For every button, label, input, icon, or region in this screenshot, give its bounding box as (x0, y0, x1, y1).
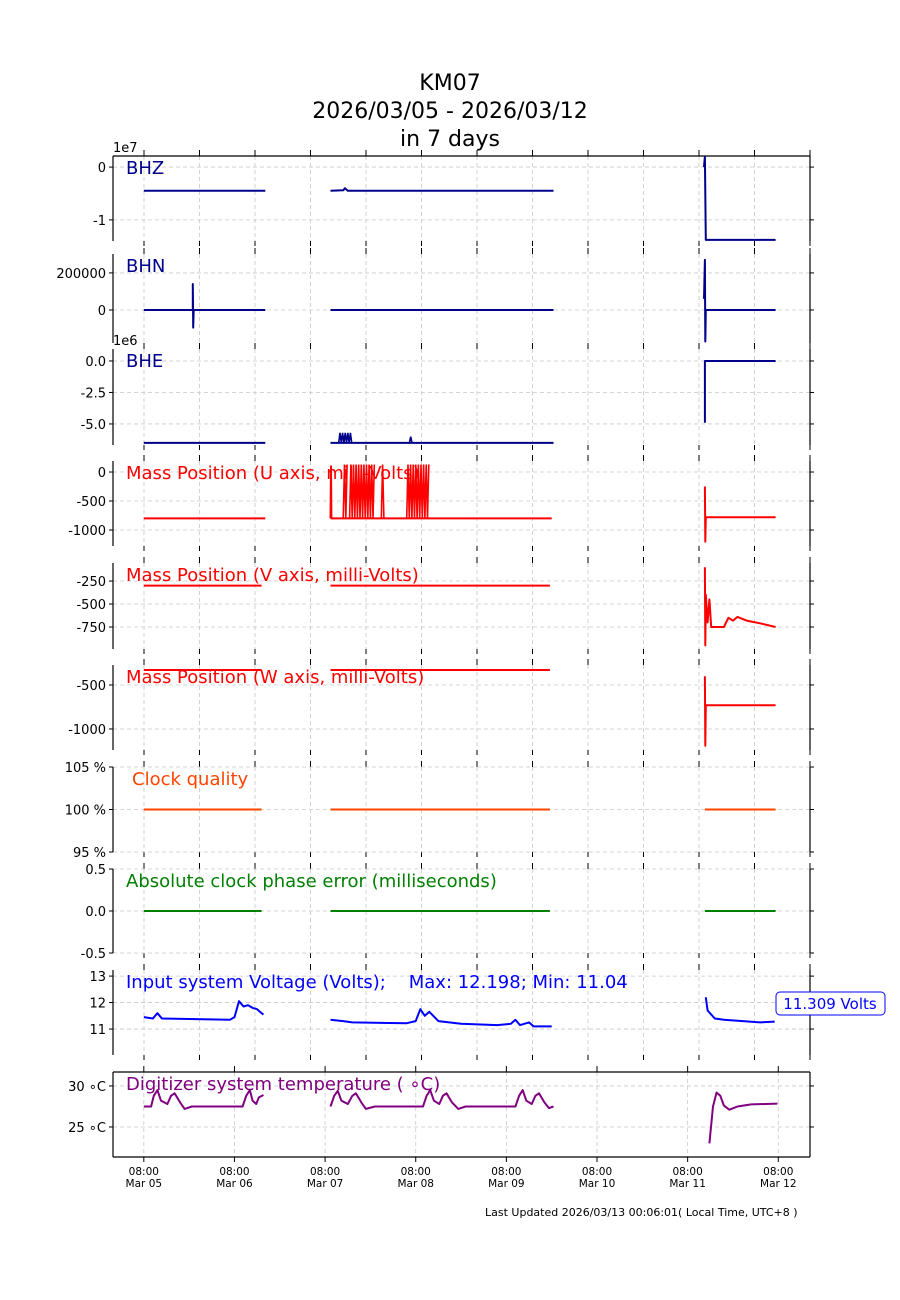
x-tick-label-time: 08:00 (582, 1166, 612, 1178)
x-tick-label-time: 08:00 (763, 1166, 793, 1178)
y-tick-label: 105 % (65, 761, 106, 776)
panel-label: Digitizer system temperature ( ∘C) (126, 1074, 440, 1095)
panel-label: Mass Position (V axis, milli-Volts) (126, 565, 419, 586)
y-tick-label: -250 (76, 575, 106, 590)
series-line-segment (703, 258, 776, 343)
series-burst (342, 464, 348, 519)
y-tick-label: -1000 (68, 524, 106, 539)
chart-title: KM07 2026/03/05 - 2026/03/12 in 7 days (0, 70, 900, 154)
y-tick-label: 0 (98, 304, 106, 319)
y-tick-label: 30 ∘C (68, 1080, 106, 1095)
y-tick-label: -0.5 (81, 947, 106, 962)
y-tick-label: 11 (89, 1023, 106, 1038)
series-line-segment (703, 486, 776, 543)
y-tick-label: -1 (93, 214, 106, 229)
panel-label: Mass Position (U axis, milli-Volts) (126, 463, 420, 484)
x-tick-label-date: Mar 08 (397, 1178, 434, 1190)
y-tick-label: 25 ∘C (68, 1121, 106, 1136)
panel-mass-5: -500 -1000 Mass Position (W axis, milli-Vo… (68, 659, 814, 755)
y-tick-label: 0 (98, 466, 106, 481)
panel-mass-3: 0 -500 -1000 Mass Position (U axis, milli-V… (68, 455, 814, 551)
series-line-segment (330, 187, 554, 192)
date-range: 2026/03/05 - 2026/03/12 (312, 99, 588, 124)
x-tick-label-time: 08:00 (673, 1166, 703, 1178)
x-tick-label-time: 08:00 (401, 1166, 431, 1178)
panel-label: Mass Position (W axis, milli-Volts) (126, 667, 424, 688)
x-tick-label-date: Mar 12 (760, 1178, 797, 1190)
panel-mass-4: -250 -500 -750 Mass Position (V axis, milli… (76, 557, 814, 654)
axis-offset-text: 1e6 (113, 334, 138, 349)
series-line-segment (704, 997, 775, 1024)
y-tick-label: 100 % (65, 804, 106, 819)
y-tick-label: 0.5 (85, 863, 106, 878)
x-tick-label-time: 08:00 (491, 1166, 521, 1178)
y-tick-label: 13 (89, 970, 106, 985)
y-tick-label: -500 (76, 598, 106, 613)
y-tick-label: -2.5 (81, 386, 106, 401)
x-tick-label-date: Mar 09 (488, 1178, 525, 1190)
panel-bhn-1: 200000 0 BHN (56, 248, 814, 348)
y-tick-label: 0 (98, 161, 106, 176)
y-tick-label: -1000 (68, 723, 106, 738)
panel-label: Clock quality (132, 769, 249, 790)
panel-label: BHN (126, 256, 165, 277)
annotation-box (775, 991, 886, 1016)
station-name: KM07 (419, 71, 481, 96)
panel-bhe-2: 0.0 -2.5 -5.0 1e6 BHE (81, 334, 814, 450)
y-tick-label: -5.0 (81, 418, 106, 433)
series-line-segment (143, 283, 266, 329)
x-tick-label-date: Mar 07 (307, 1178, 344, 1190)
x-tick-label-date: Mar 05 (126, 1178, 163, 1190)
series-burst (405, 464, 430, 519)
series-burst (337, 432, 353, 444)
y-tick-label: -500 (76, 495, 106, 510)
x-tick-label-date: Mar 11 (669, 1178, 706, 1190)
series-line-segment (703, 676, 776, 747)
x-tick-label-date: Mar 10 (579, 1178, 616, 1190)
series-line-segment (708, 1091, 778, 1144)
panel-absolute-7: 0.5 0.0 -0.5 Absolute clock phase error (mi… (81, 863, 814, 962)
y-tick-label: 0.0 (85, 905, 106, 920)
panel-input-8: 13 12 11 Input system Voltage (Volts); Max:… (89, 964, 886, 1060)
series-line-segment (703, 567, 776, 647)
panel-digitizer-9: 30 ∘C 25 ∘C Digitizer system temperature (… (68, 1066, 814, 1190)
series-burst (408, 436, 413, 444)
series-burst (348, 464, 376, 519)
series-line-segment (703, 360, 776, 423)
series-line-segment (329, 465, 552, 520)
panel-bhz-0: 0 -1 1e7 BHZ (93, 141, 814, 246)
y-tick-label: 95 % (73, 846, 106, 861)
duration: in 7 days (400, 127, 500, 152)
y-tick-label: 12 (89, 997, 106, 1012)
y-tick-label: 0.0 (85, 355, 106, 370)
y-tick-label: -750 (76, 621, 106, 636)
series-line-segment (143, 1000, 265, 1021)
panel-label: Input system Voltage (Volts); Max: 12.19… (126, 972, 628, 993)
x-tick-label-time: 08:00 (310, 1166, 340, 1178)
panel-label: BHE (126, 351, 163, 372)
series-burst (380, 464, 385, 519)
panel-label: Absolute clock phase error (milliseconds… (126, 871, 497, 892)
panel-label: BHZ (126, 158, 164, 179)
axis-offset-text: 1e7 (113, 141, 138, 156)
y-tick-label: -500 (76, 679, 106, 694)
series-line-segment (703, 155, 776, 241)
y-tick-label: 200000 (56, 267, 106, 282)
series-line-segment (329, 1089, 554, 1110)
series-line-segment (143, 1089, 264, 1110)
x-tick-label-time: 08:00 (129, 1166, 159, 1178)
panel-clock-6: 105 % 100 % 95 % Clock quality (65, 761, 814, 861)
x-tick-label-time: 08:00 (219, 1166, 249, 1178)
x-tick-label-date: Mar 06 (216, 1178, 253, 1190)
last-updated-text: Last Updated 2026/03/13 00:06:01( Local … (485, 1206, 798, 1219)
annotation-text: 11.309 Volts (783, 995, 877, 1013)
series-line-segment (330, 1008, 552, 1028)
